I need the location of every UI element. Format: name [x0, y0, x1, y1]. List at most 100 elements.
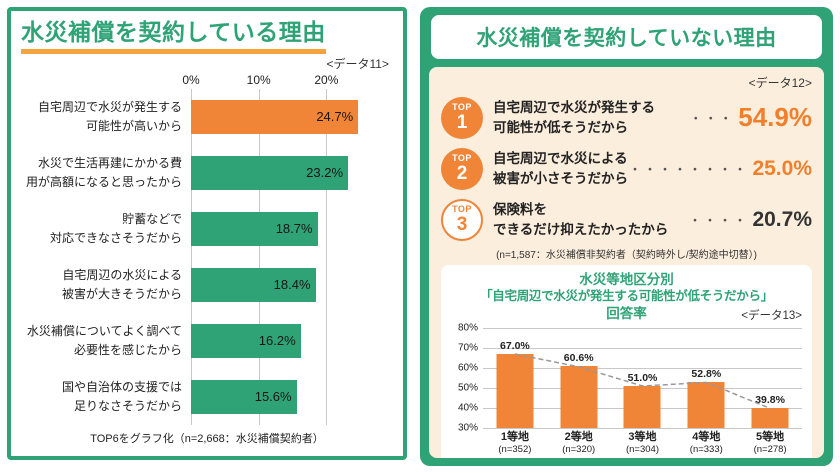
- district-chart-plot: 67.0% 60.6% 51.0% 52.8% 39.8%: [483, 327, 802, 429]
- left-title-row: 水災補償を契約している理由: [21, 17, 393, 54]
- left-chart-rows: 自宅周辺で水災が発生する 可能性が高いから 24.7% 水災で生活再建にかかる費 用…: [21, 89, 393, 425]
- left-chart-bar-value: 15.6%: [254, 389, 292, 405]
- left-chart-bar-area: 16.2%: [191, 323, 367, 358]
- left-chart-bar-area: 15.6%: [191, 379, 367, 414]
- rank-badge: TOP 3: [441, 198, 483, 241]
- district-chart-xlabel: 1等地 (n=352): [483, 431, 547, 457]
- dotted-leader: ・・・・: [688, 213, 749, 228]
- district-sample-size: (n=304): [625, 444, 659, 456]
- y-axis-tick: 50%: [457, 382, 478, 393]
- district-chart-yaxis: 80% 70% 60% 50% 40% 30%: [451, 322, 483, 433]
- district-name: 4等地: [692, 430, 721, 443]
- district-chart-column: 67.0%: [483, 328, 547, 428]
- left-panel-title: 水災補償を契約している理由: [21, 19, 326, 54]
- district-chart-title-line3: 回答率: [606, 305, 647, 321]
- district-chart: 80% 70% 60% 50% 40% 30% 67.0% 60.6% 51.0% 52.8% 3…: [451, 322, 802, 433]
- district-chart-xlabel: 5等地 (n=278): [738, 431, 802, 457]
- district-chart-bar: [496, 353, 534, 428]
- left-chart-bar-value: 23.2%: [306, 165, 344, 181]
- left-chart-bar-value: 16.2%: [258, 333, 296, 349]
- left-chart-category-label: 国や自治体の支援では 足りなさそうだから: [61, 380, 182, 413]
- left-chart-bar: 24.7%: [191, 99, 359, 134]
- rank-badge-top-label: TOP: [452, 153, 472, 163]
- left-chart: 0% 10% 20% 自宅周辺で水災が発生する 可能性が高いから 24.7% 水災で生活…: [21, 73, 393, 425]
- vertical-gridline: [326, 88, 328, 425]
- left-chart-row: 自宅周辺の水災による 被害が大きそうだから 18.4%: [21, 257, 393, 313]
- district-chart-column: 51.0%: [611, 328, 675, 428]
- right-panel-title: 水災補償を契約していない理由: [476, 27, 777, 50]
- left-chart-category-label: 自宅周辺で水災が発生する 可能性が高いから: [37, 100, 182, 133]
- left-chart-row: 国や自治体の支援では 足りなさそうだから 15.6%: [21, 369, 393, 425]
- y-axis-tick: 30%: [457, 422, 478, 433]
- left-chart-category-label: 貯蓄などで 対応できなさそうだから: [49, 212, 182, 245]
- district-chart-box: 水災等地区分別 「自宅周辺で水災が発生する可能性が低そうだから」 回答率 <デー…: [441, 265, 812, 458]
- top-reason-value: 54.9%: [738, 102, 812, 132]
- district-chart-xlabel: 2等地 (n=320): [547, 431, 611, 457]
- left-chart-bar-value: 18.4%: [273, 277, 311, 293]
- left-chart-bar: 15.6%: [191, 379, 297, 414]
- left-chart-bar: 23.2%: [191, 155, 349, 190]
- y-axis-tick: 60%: [457, 362, 478, 373]
- district-chart-column: 52.8%: [674, 328, 738, 428]
- rank-badge-top-label: TOP: [452, 204, 472, 214]
- x-axis-tick: 0%: [182, 72, 200, 87]
- left-chart-bar-value: 24.7%: [316, 109, 354, 125]
- left-chart-category-label: 水災補償についてよく調べて 必要性を感じたから: [26, 324, 182, 357]
- district-chart-bar: [687, 381, 725, 428]
- district-chart-bar: [751, 407, 789, 428]
- left-chart-gridlines: [21, 88, 393, 425]
- left-chart-row: 貯蓄などで 対応できなさそうだから 18.7%: [21, 201, 393, 257]
- district-name: 5等地: [756, 430, 785, 443]
- district-chart-bar-value: 39.8%: [755, 393, 785, 406]
- left-chart-bar-area: 18.4%: [191, 267, 367, 302]
- left-chart-bar-area: 24.7%: [191, 99, 367, 134]
- horizontal-gridline: [483, 427, 802, 429]
- left-chart-bar: 18.7%: [191, 211, 318, 246]
- left-chart-bar-area: 23.2%: [191, 155, 367, 190]
- right-panel-body: <データ12> TOP 1 自宅周辺で水災が発生する 可能性が低そうだから ・・・ 54…: [429, 67, 824, 458]
- district-sample-size: (n=352): [498, 444, 532, 456]
- top-reason-value: 25.0%: [752, 156, 812, 180]
- top-reason-text: 自宅周辺で水災が発生する 可能性が低そうだから: [493, 99, 655, 135]
- district-chart-xlabel: 4等地 (n=333): [674, 431, 738, 457]
- right-title-box: 水災補償を契約していない理由: [431, 15, 822, 59]
- left-chart-row: 水災補償についてよく調べて 必要性を感じたから 16.2%: [21, 313, 393, 369]
- left-chart-body: 自宅周辺で水災が発生する 可能性が高いから 24.7% 水災で生活再建にかかる費 用…: [21, 88, 393, 425]
- left-chart-category-label: 自宅周辺の水災による 被害が大きそうだから: [61, 268, 182, 301]
- y-axis-tick: 40%: [457, 402, 478, 413]
- district-chart-title-line2: 「自宅周辺で水災が発生する可能性が低そうだから」: [480, 288, 773, 303]
- district-chart-title-row: 回答率 <データ13>: [451, 305, 802, 323]
- top-reason-row: TOP 1 自宅周辺で水災が発生する 可能性が低そうだから ・・・ 54.9%: [441, 93, 812, 142]
- rank-badge-top-label: TOP: [452, 102, 472, 112]
- dotted-leader: ・・・・・・・・: [628, 162, 749, 177]
- dotted-leader: ・・・: [689, 111, 735, 126]
- left-chart-bar-value: 18.7%: [275, 221, 313, 237]
- district-chart-column: 60.6%: [547, 328, 611, 428]
- left-chart-row: 水災で生活再建にかかる費 用が高額になると思ったから 23.2%: [21, 145, 393, 201]
- district-chart-bar: [623, 385, 661, 428]
- district-chart-bar-value: 67.0%: [500, 339, 530, 352]
- right-data-label: <データ12>: [748, 76, 812, 90]
- district-sample-size: (n=278): [753, 444, 787, 456]
- left-data-label: <データ11>: [326, 56, 389, 71]
- top-reason-row: TOP 3 保険料を できるだけ抑えたかったから ・・・・ 20.7%: [441, 195, 812, 244]
- district-chart-bar: [560, 366, 598, 428]
- horizontal-gridline: [483, 327, 802, 329]
- district-sample-size: (n=320): [562, 444, 596, 456]
- left-chart-bar: 16.2%: [191, 323, 301, 358]
- rank-badge-number: 1: [456, 112, 468, 133]
- vertical-gridline: [191, 88, 192, 425]
- y-axis-tick: 80%: [457, 322, 478, 333]
- district-chart-title-line1: 水災等地区分別: [579, 272, 674, 287]
- district-chart-bar-value: 60.6%: [563, 352, 594, 365]
- district-chart-bar-value: 51.0%: [627, 371, 658, 384]
- district-name: 1等地: [500, 430, 529, 443]
- left-chart-bar-area: 18.7%: [191, 211, 367, 246]
- district-name: 3等地: [628, 430, 657, 443]
- district-chart-columns: 67.0% 60.6% 51.0% 52.8% 39.8%: [483, 328, 802, 428]
- x-axis-tick: 20%: [314, 72, 339, 87]
- rank-badge: TOP 1: [441, 96, 483, 139]
- top-reason-text: 保険料を できるだけ抑えたかったから: [493, 201, 669, 237]
- top-reason-text: 自宅周辺で水災による 被害が小さそうだから: [493, 150, 628, 186]
